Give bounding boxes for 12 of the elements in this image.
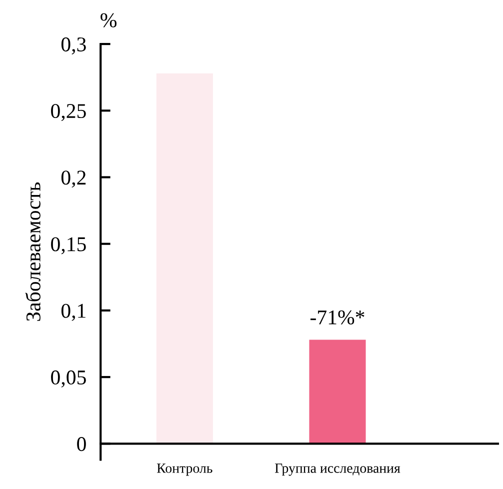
y-tick-label: 0,15	[51, 237, 86, 254]
y-tick-label: 0,25	[51, 104, 86, 122]
annotation: -71%*	[310, 310, 364, 324]
y-tick-label: 0	[77, 437, 86, 452]
y-tick-label: 0,05	[51, 370, 86, 388]
y-axis-title: Заболеваемость	[25, 182, 40, 321]
y-tick-label: 0,1	[61, 304, 86, 321]
text: %	[100, 13, 117, 28]
x-tick-label: Контроль	[156, 464, 212, 476]
x-tick-label: Группа исследования	[274, 464, 400, 476]
y-tick-label: 0,2	[61, 170, 86, 188]
y-tick-label: 0,3	[61, 37, 86, 54]
